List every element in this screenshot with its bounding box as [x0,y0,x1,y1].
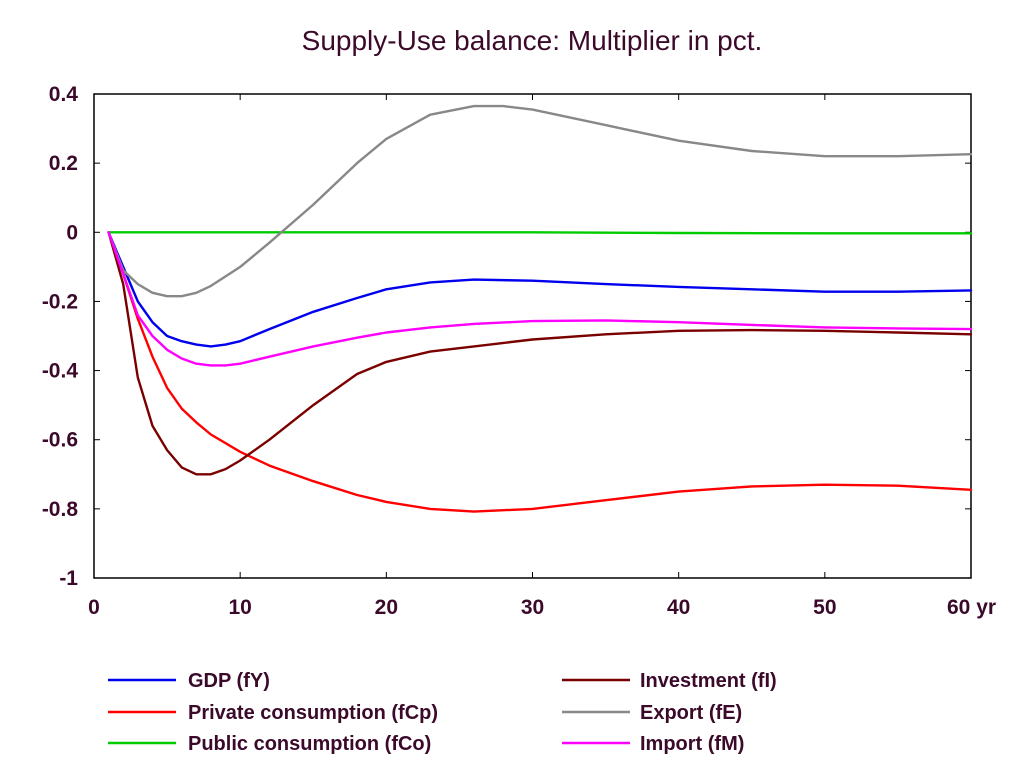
series-line-1 [107,231,973,513]
legend-label: Investment (fI) [640,670,777,692]
y-tick-label: -0.6 [42,429,78,452]
series-lines [107,104,973,513]
y-tick-label: 0.2 [49,152,78,175]
series-line-0 [107,231,973,348]
legend: GDP (fY) Private consumption (fCp) Public … [108,670,777,755]
x-tick-label: 10 [228,596,251,619]
y-tick-label: -1 [59,567,78,590]
series-line-4 [107,104,973,298]
plot-area-frame [93,93,972,579]
x-tick-label: 50 [813,596,836,619]
x-axis: 0 10 20 30 40 50 60 yr [88,94,996,619]
legend-label: GDP (fY) [188,670,270,692]
y-tick-label: -0.2 [42,290,78,313]
series-line-3 [107,231,973,476]
chart-title: Supply-Use balance: Multiplier in pct. [302,25,763,56]
legend-label: Public consumption (fCo) [188,733,431,755]
x-tick-label: 0 [88,596,100,619]
legend-label: Import (fM) [640,733,744,755]
y-tick-label: 0.4 [49,83,79,106]
y-tick-label: -0.8 [42,498,79,521]
x-tick-label: 30 [521,596,544,619]
legend-label: Export (fE) [640,702,742,724]
legend-label: Private consumption (fCp) [188,702,438,724]
series-line-2 [107,231,973,235]
series-line-5 [107,231,973,367]
y-tick-label: -0.4 [42,360,79,383]
y-axis: 0.4 0.2 0 -0.2 -0.4 -0.6 -0.8 -1 [42,83,971,590]
x-tick-label: 60 yr [947,596,996,619]
x-tick-label: 40 [667,596,690,619]
x-tick-label: 20 [375,596,398,619]
y-tick-label: 0 [66,221,78,244]
